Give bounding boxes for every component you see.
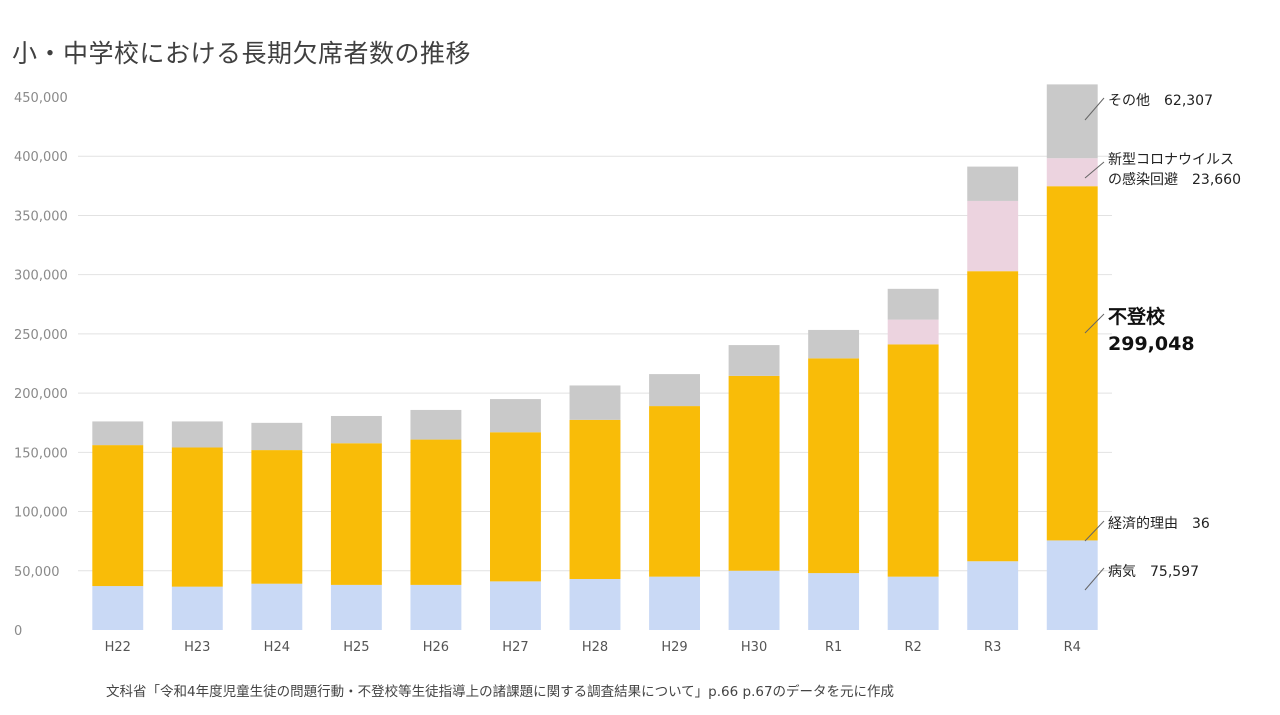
bar-segment-R3-2 — [967, 271, 1019, 562]
x-tick-label: R2 — [904, 640, 921, 655]
bar-segment-R1-4 — [808, 329, 860, 359]
bar-segment-H26-2 — [410, 439, 462, 585]
x-tick-label: H28 — [582, 640, 608, 655]
leader-line-economic — [1084, 520, 1105, 542]
bar-segment-H30-4 — [728, 345, 780, 376]
bar-segment-R4-0 — [1046, 540, 1098, 630]
annotation-illness: 病気 75,597 — [1108, 564, 1199, 580]
x-tick-label: H27 — [502, 640, 528, 655]
y-tick-label: 100,000 — [14, 506, 68, 521]
annotation-futoko-2: 299,048 — [1108, 333, 1195, 355]
bars — [92, 84, 1098, 630]
bar-segment-R2-0 — [887, 576, 939, 630]
bar-segment-H28-0 — [569, 579, 621, 630]
bar-segment-H22-2 — [92, 445, 144, 587]
x-tick-label: H29 — [661, 640, 687, 655]
bar-segment-R1-0 — [808, 573, 860, 630]
x-tick-label: R4 — [1064, 640, 1081, 655]
bar-segment-R4-4 — [1046, 84, 1098, 159]
x-axis-ticks: H22 H23 H24 H25 H26 H27 H28 H29 H30 R1 R2 R3 R4 — [105, 640, 1081, 655]
bar-segment-H30-2 — [728, 375, 780, 571]
bar-segment-H27-0 — [490, 581, 541, 630]
leader-line-futoko — [1084, 313, 1105, 334]
x-tick-label: H24 — [264, 640, 290, 655]
bar-segment-R4-2 — [1046, 186, 1098, 541]
bar-segment-H22-4 — [92, 421, 144, 446]
x-tick-label: H25 — [343, 640, 369, 655]
bar-segment-H25-4 — [330, 415, 382, 444]
bar-segment-H29-0 — [649, 576, 700, 630]
bar-segment-H25-2 — [330, 443, 382, 585]
bar-segment-H24-0 — [251, 583, 303, 630]
bar-segment-H29-4 — [649, 374, 700, 407]
leader-line-illness — [1084, 567, 1105, 591]
bar-segment-H30-0 — [728, 570, 780, 630]
bar-segment-R1-2 — [808, 358, 860, 574]
x-tick-label: H23 — [184, 640, 210, 655]
bar-segment-H24-4 — [251, 422, 303, 451]
annotation-covid-2: の感染回避 23,660 — [1108, 171, 1241, 188]
bar-segment-H26-4 — [410, 409, 462, 440]
annotation-futoko-1: 不登校 — [1108, 305, 1166, 328]
bar-segment-R4-3 — [1046, 158, 1098, 187]
annotation-economic: 経済的理由 36 — [1108, 516, 1210, 532]
annotation-covid-1: 新型コロナウイルス — [1108, 152, 1234, 168]
bar-segment-R3-3 — [967, 200, 1019, 272]
bar-segment-H22-0 — [92, 586, 144, 630]
bar-segment-H27-2 — [490, 432, 541, 582]
bar-segment-H28-2 — [569, 419, 621, 580]
bar-segment-H23-2 — [171, 447, 223, 587]
y-tick-label: 150,000 — [14, 446, 68, 461]
y-tick-label: 350,000 — [14, 209, 68, 224]
bar-segment-R2-4 — [887, 288, 939, 320]
x-tick-label: H26 — [423, 640, 449, 655]
bar-segment-R3-0 — [967, 561, 1019, 630]
chart-title: 小・中学校における長期欠席者数の推移 — [12, 39, 472, 68]
x-tick-label: R3 — [984, 640, 1001, 655]
y-tick-label: 200,000 — [14, 387, 68, 402]
y-tick-label: 250,000 — [14, 328, 68, 343]
bar-segment-H26-0 — [410, 584, 462, 630]
bar-segment-H28-4 — [569, 385, 621, 420]
bar-segment-H23-0 — [171, 586, 223, 630]
y-axis-ticks: 0 50,000 100,000 150,000 200,000 250,000 300,0… — [14, 91, 68, 639]
leader-line-other — [1084, 97, 1105, 121]
y-tick-label: 450,000 — [14, 91, 68, 106]
leader-line-covid — [1084, 161, 1105, 179]
bar-segment-R2-2 — [887, 344, 939, 577]
annotations: その他 62,307 新型コロナウイルス の感染回避 23,660 不登校 29… — [1084, 93, 1241, 591]
annotation-other: その他 62,307 — [1108, 93, 1213, 109]
bar-segment-R3-4 — [967, 166, 1019, 201]
bar-segment-R2-3 — [887, 319, 939, 345]
x-tick-label: H30 — [741, 640, 767, 655]
y-tick-label: 300,000 — [14, 269, 68, 284]
bar-segment-H25-0 — [330, 584, 382, 630]
y-tick-label: 400,000 — [14, 150, 68, 165]
y-tick-label: 50,000 — [14, 565, 60, 580]
bar-segment-H29-2 — [649, 406, 700, 577]
source-note: 文科省「令和4年度児童生徒の問題行動・不登校等生徒指導上の諸課題に関する調査結果… — [106, 684, 895, 700]
y-tick-label: 0 — [14, 624, 22, 639]
x-tick-label: R1 — [825, 640, 842, 655]
bar-segment-H27-4 — [490, 399, 541, 433]
x-tick-label: H22 — [105, 640, 131, 655]
bar-segment-H23-4 — [171, 421, 223, 448]
bar-segment-H24-2 — [251, 450, 303, 584]
